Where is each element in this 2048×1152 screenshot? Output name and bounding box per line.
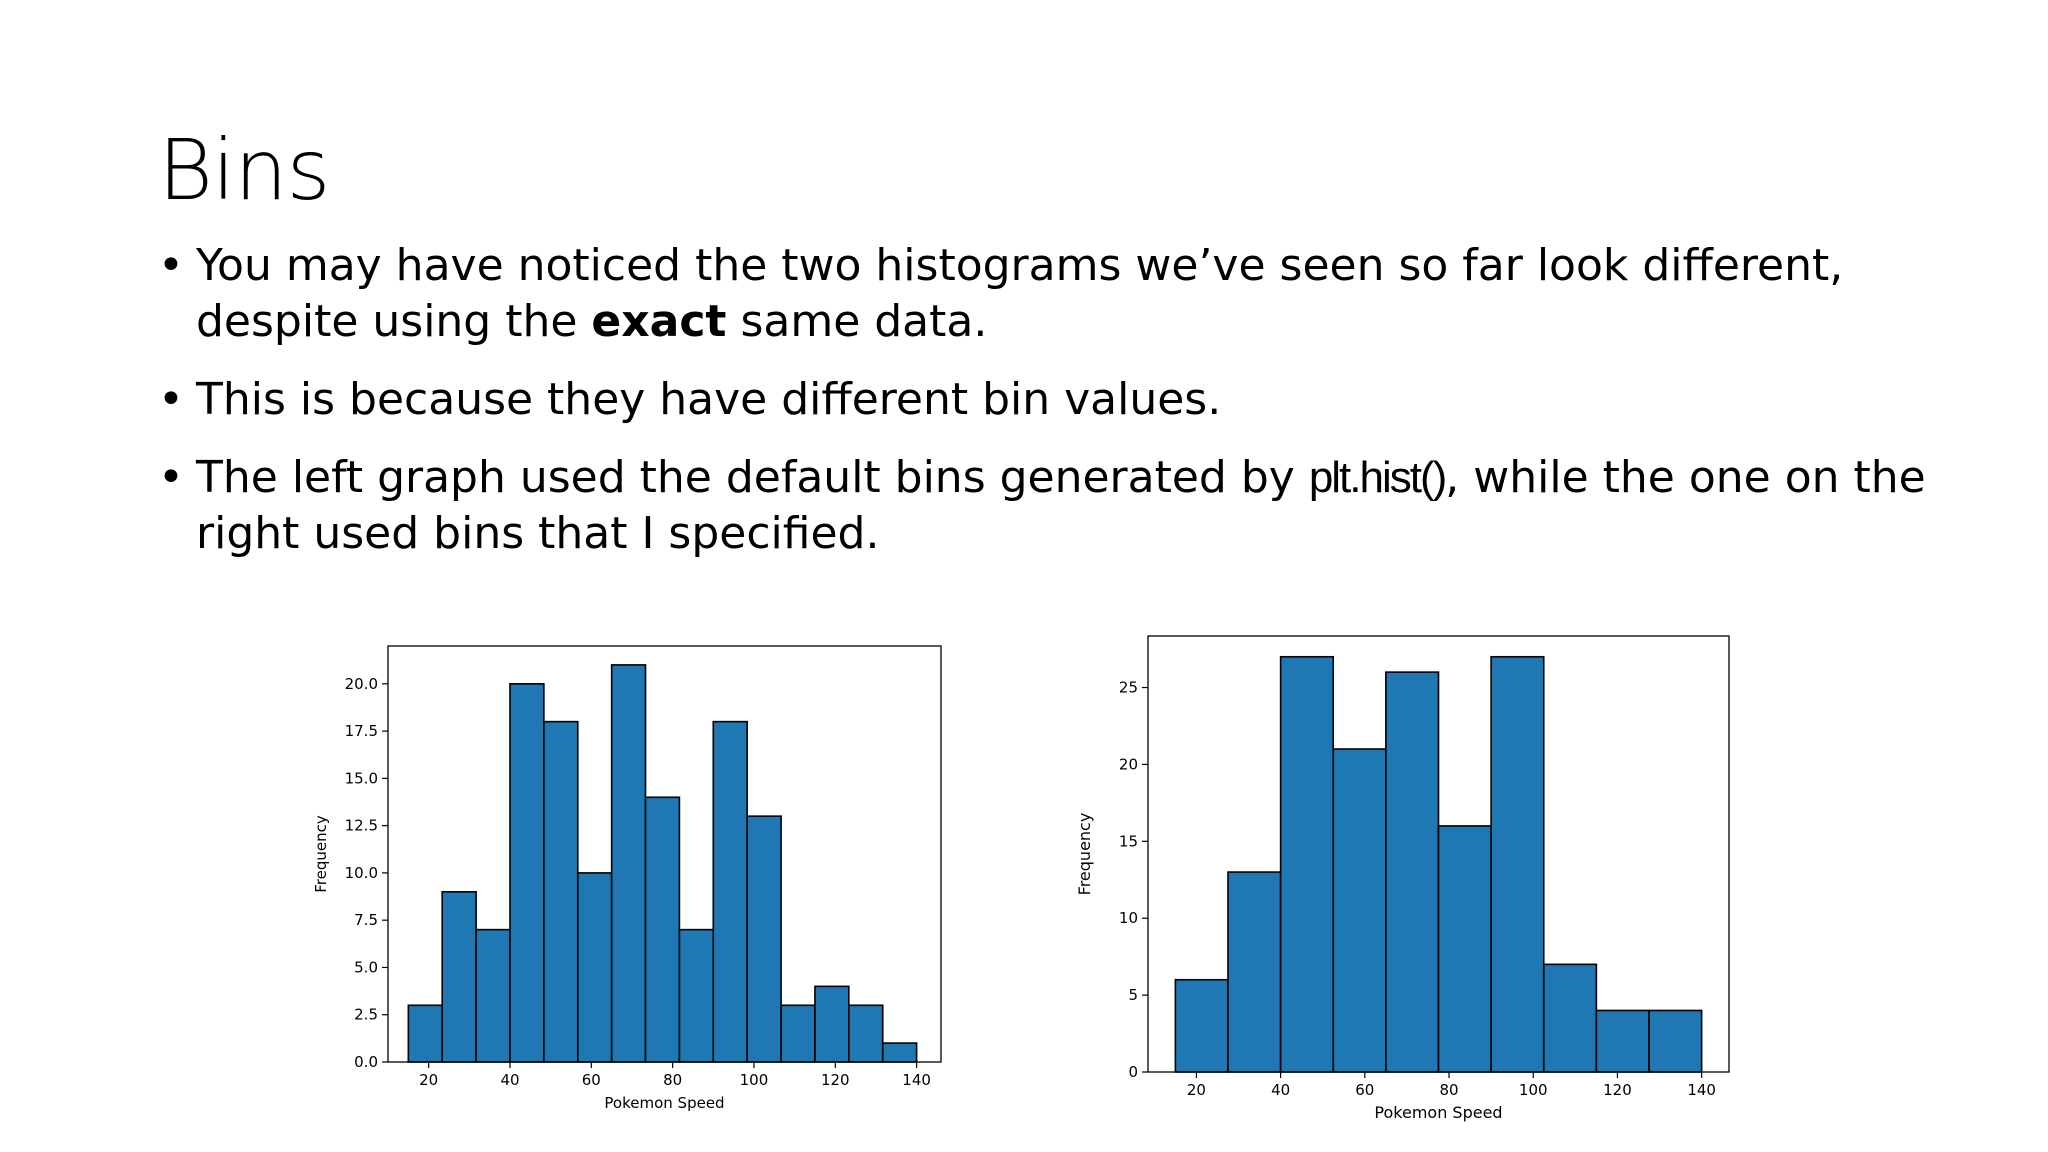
y-tick-label: 25 [1119, 679, 1138, 697]
slide-title: Bins [158, 121, 330, 219]
histogram-bar [509, 683, 545, 1063]
bullet-text-after: , while the one on the right used bins t… [196, 452, 1926, 559]
x-axis-label: Pokemon Speed [1374, 1103, 1502, 1122]
histogram-bar [678, 928, 715, 1063]
y-axis-label: Frequency [1075, 813, 1094, 896]
histogram-bar [543, 720, 579, 1063]
y-tick-label: 20 [1119, 755, 1138, 773]
bullet-text-before: The left graph used the default bins gen… [196, 452, 1309, 503]
bullet-list: • You may have noticed the two histogram… [158, 238, 1958, 584]
y-axis-label: Frequency [312, 815, 330, 893]
histogram-bar [1332, 748, 1387, 1073]
histogram-bar [1542, 963, 1598, 1073]
x-tick-label: 60 [1355, 1081, 1374, 1099]
y-tick-label: 10.0 [345, 864, 378, 882]
histogram-bar [848, 1004, 884, 1063]
y-tick-label: 7.5 [354, 911, 378, 929]
x-axis-label: Pokemon Speed [604, 1094, 724, 1112]
histogram-default-bins: 20 40 60 80 100 120 140 0.0 2.5 5.0 7.5 10.0 12.5 15.… [310, 630, 950, 1130]
bullet-emphasis: exact [591, 296, 727, 347]
plot-frame [387, 645, 942, 1063]
x-tick-label: 120 [821, 1071, 850, 1089]
y-tick-label: 2.5 [354, 1006, 378, 1024]
y-tick-label: 0.0 [354, 1053, 378, 1071]
histogram-bar [746, 815, 782, 1063]
histogram-custom-bins-svg: 20 40 60 80 100 120 140 0 5 10 15 20 25 Pokemon Speed… [1075, 635, 1730, 1122]
plot-frame [1147, 635, 1730, 1073]
x-tick-label: 80 [1439, 1081, 1458, 1099]
histogram-bar [881, 1042, 918, 1063]
histogram-bar [1279, 655, 1335, 1073]
x-tick-label: 40 [1271, 1081, 1290, 1099]
x-tick-label: 100 [1519, 1081, 1548, 1099]
bullet-dot-icon: • [158, 452, 184, 503]
y-tick-label: 17.5 [345, 722, 378, 740]
bullet-text: This is because they have different bin … [196, 374, 1222, 425]
bullet-item: • This is because they have different bi… [158, 372, 1958, 428]
histogram-bar [441, 891, 477, 1063]
x-tick-label: 20 [419, 1071, 438, 1089]
y-tick-label: 15 [1119, 832, 1138, 850]
bullet-text-before: You may have noticed the two histograms … [196, 240, 1844, 347]
y-tick-label: 20.0 [345, 675, 378, 693]
bullet-item: • You may have noticed the two histogram… [158, 238, 1958, 350]
x-tick-label: 20 [1187, 1081, 1206, 1099]
x-tick-label: 40 [500, 1071, 519, 1089]
x-tick-label: 80 [663, 1071, 682, 1089]
histogram-bar [1595, 1009, 1650, 1073]
x-tick-label: 60 [582, 1071, 601, 1089]
x-tick-label: 140 [902, 1071, 931, 1089]
histogram-bar [1437, 825, 1492, 1073]
histogram-bar [814, 985, 850, 1063]
histogram-bar [475, 928, 511, 1063]
histogram-bar [1385, 671, 1440, 1073]
histogram-bar [1648, 1009, 1703, 1073]
histogram-bar [712, 720, 748, 1063]
bullet-code: plt.hist() [1308, 453, 1447, 502]
y-tick-label: 10 [1119, 909, 1138, 927]
y-tick-label: 12.5 [345, 817, 378, 835]
histogram-custom-bins: 20 40 60 80 100 120 140 0 5 10 15 20 25 Pokemon Speed… [1074, 620, 1744, 1130]
histogram-bar [1227, 871, 1282, 1073]
histogram-bar [610, 664, 647, 1063]
bullet-text-after: same data. [726, 296, 988, 347]
histogram-default-bins-svg: 20 40 60 80 100 120 140 0.0 2.5 5.0 7.5 10.0 12.5 15.… [312, 645, 942, 1112]
histogram-bar [1174, 978, 1229, 1073]
y-tick-label: 5.0 [354, 958, 378, 976]
histogram-bar [644, 796, 681, 1063]
y-tick-label: 15.0 [345, 769, 378, 787]
bullet-item: • The left graph used the default bins g… [158, 450, 1958, 562]
histogram-bar [576, 872, 613, 1063]
histogram-bar [780, 1004, 816, 1063]
histogram-bar [407, 1004, 444, 1063]
y-tick-label: 0 [1128, 1063, 1138, 1081]
histogram-bar [1490, 655, 1545, 1073]
x-tick-label: 120 [1603, 1081, 1632, 1099]
y-tick-label: 5 [1128, 986, 1138, 1004]
bullet-dot-icon: • [158, 240, 184, 291]
bullet-dot-icon: • [158, 374, 184, 425]
x-tick-label: 140 [1687, 1081, 1716, 1099]
x-tick-label: 100 [740, 1071, 769, 1089]
